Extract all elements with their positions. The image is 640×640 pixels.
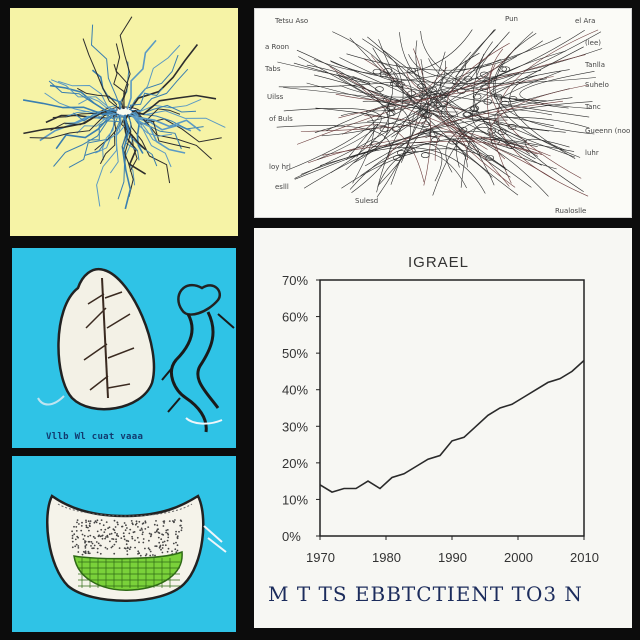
chart-title: IGRAEL	[408, 254, 470, 271]
leaf-panel-caption: Vllb Wl cuat vaaa	[46, 432, 144, 442]
y-tick-label: 70%	[282, 273, 308, 288]
network-label: el Ara	[575, 17, 595, 25]
cross-section-panel	[12, 456, 236, 632]
network-illustration: Pun Tetsu Aso el Ara a Roon (lee) Tabs Tanlla S…	[264, 15, 630, 215]
plot-frame	[319, 279, 585, 537]
root-system-illustration	[22, 16, 226, 210]
x-tick-label: 2000	[504, 550, 533, 565]
network-label: Tetsu Aso	[274, 17, 308, 25]
line-chart: 70% 60% 50% 40% 30% 20% 10% 0% 1970 1980 1990 2000…	[282, 273, 599, 565]
y-tick-label: 30%	[282, 419, 308, 434]
network-label: Gueenn (noo	[585, 127, 630, 135]
root-system-panel	[10, 8, 238, 236]
leaf-panel	[12, 248, 236, 448]
series-line	[319, 359, 585, 493]
network-label: Tabs	[264, 65, 281, 73]
chart-panel: 70% 60% 50% 40% 30% 20% 10% 0% 1970 1980 1990 2000…	[254, 228, 632, 628]
network-label: Sulesd	[355, 197, 378, 205]
x-tick-label: 1980	[372, 550, 401, 565]
y-tick-label: 60%	[282, 310, 308, 325]
network-label: Tanc	[584, 103, 601, 111]
network-label: Suhelo	[585, 81, 609, 89]
y-tick-label: 20%	[282, 456, 308, 471]
x-tick-label: 1970	[306, 550, 335, 565]
y-tick-label: 0%	[282, 529, 301, 544]
y-tick-label: 40%	[282, 383, 308, 398]
network-label: Pun	[505, 15, 518, 23]
x-tick-label: 2010	[570, 550, 599, 565]
branch-illustration	[161, 284, 235, 433]
chart-footer-text: M T TS EBBTCTIENT TO3 N	[268, 582, 583, 606]
network-label: a Roon	[265, 43, 289, 51]
leaf-branch-drawing	[37, 267, 235, 433]
network-label: Uilss	[267, 93, 284, 101]
network-panel: Pun Tetsu Aso el Ara a Roon (lee) Tabs Tanlla S…	[254, 8, 632, 218]
network-label: loy hrl	[269, 163, 291, 171]
x-tick-label: 1990	[438, 550, 467, 565]
network-label: eslll	[275, 183, 289, 191]
cross-section-illustration	[46, 494, 227, 602]
network-label: luhr	[585, 149, 599, 157]
leaf-illustration	[37, 267, 156, 411]
network-label: Tanlla	[584, 61, 605, 69]
network-label: Rualoslle	[555, 207, 586, 215]
y-tick-label: 10%	[282, 492, 308, 507]
y-tick-label: 50%	[282, 346, 308, 361]
network-label: of Buls	[269, 115, 293, 123]
network-label: (lee)	[585, 39, 601, 47]
